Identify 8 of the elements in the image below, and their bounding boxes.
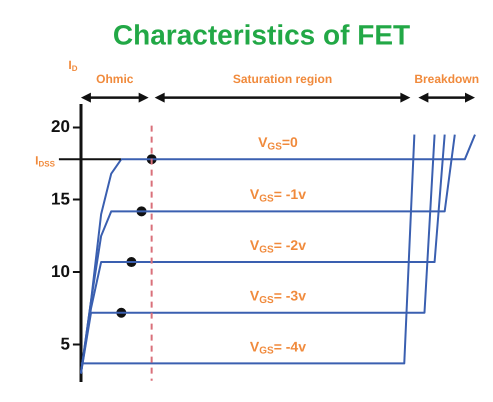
y-tick-label: 15 <box>50 189 70 208</box>
text: Breakdown <box>414 72 480 86</box>
chart-title: Characteristics of FET <box>112 20 410 51</box>
y-tick-label: 10 <box>50 262 70 281</box>
y-tick-label: 20 <box>50 117 70 136</box>
text: Saturation region <box>232 72 332 86</box>
y-tick-label: 5 <box>60 334 70 354</box>
text: Ohmic <box>96 72 134 86</box>
